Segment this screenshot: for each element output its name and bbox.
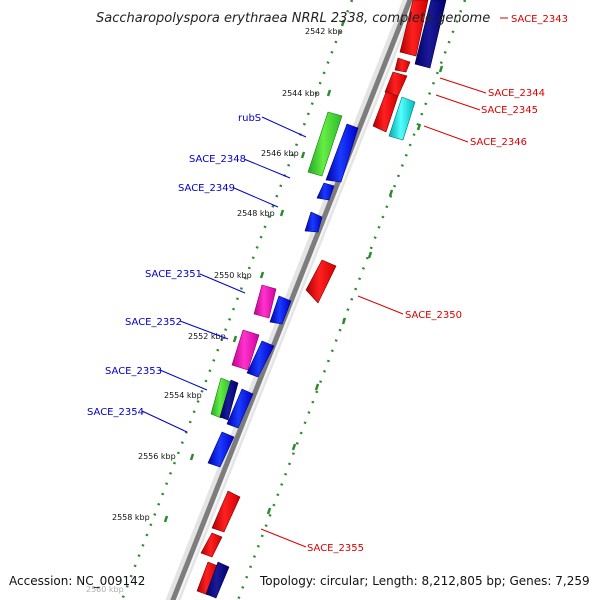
gene-label-sace-2343[interactable]: SACE_2343 (511, 14, 568, 25)
accession-text: Accession: NC_009142 (9, 574, 146, 588)
map-title: Saccharopolyspora erythraea NRRL 2338, c… (96, 11, 490, 26)
gene-label-sace-2355[interactable]: SACE_2355 (307, 543, 364, 554)
kbp-label: 2548 kbp (237, 209, 275, 218)
kbp-label: 2542 kbp (305, 27, 343, 36)
gene-arrow-sace-2353[interactable] (210, 377, 232, 419)
gene-arrow-sace-2352[interactable] (231, 329, 260, 371)
gene-arrow-sace-2346[interactable] (372, 91, 399, 133)
forward-gene-labels: rubS SACE_2348 SACE_2349 SACE_2351 SACE_… (87, 113, 261, 418)
gene-arrow-sace-2351b[interactable] (269, 295, 292, 325)
gene-arrow-rubS[interactable] (307, 111, 343, 177)
gene-label-rubS[interactable]: rubS (238, 113, 261, 124)
gene-label-sace-2345[interactable]: SACE_2345 (481, 105, 538, 116)
kbp-label: 2560 kbp (86, 585, 124, 594)
kbp-label: 2558 kbp (112, 513, 150, 522)
gene-arrow-sace-2357[interactable] (205, 561, 230, 599)
backbone (170, 0, 413, 600)
backbone-highlight (175, 0, 416, 600)
gene-arrow-sace-2344[interactable] (394, 57, 411, 73)
kbp-label: 2546 kbp (261, 149, 299, 158)
gene-arrow-sace-2354[interactable] (207, 431, 235, 468)
gene-arrow-sace-2343[interactable] (399, 0, 429, 57)
gene-arrow-sace-2346b[interactable] (388, 96, 416, 141)
gene-arrow-sace-2350[interactable] (305, 259, 337, 304)
gene-arrow-sace-2349[interactable] (304, 211, 323, 233)
kbp-label: 2554 kbp (164, 391, 202, 400)
gene-label-sace-2353[interactable]: SACE_2353 (105, 366, 162, 377)
gene-label-sace-2351[interactable]: SACE_2351 (145, 269, 202, 280)
gene-arrow-sace-2352b[interactable] (246, 340, 275, 378)
gene-label-sace-2348[interactable]: SACE_2348 (189, 154, 246, 165)
kbp-label: 2552 kbp (188, 332, 226, 341)
kbp-label: 2544 kbp (282, 89, 320, 98)
gene-arrow-sace-2345[interactable] (384, 71, 408, 97)
gene-arrow-sace-2343b[interactable] (414, 0, 447, 69)
kbp-label: 2556 kbp (138, 452, 176, 461)
reverse-gene-labels: SACE_2343 SACE_2344 SACE_2345 SACE_2346 … (307, 14, 568, 554)
kbp-label: 2550 kbp (214, 271, 252, 280)
gene-label-sace-2349[interactable]: SACE_2349 (178, 183, 235, 194)
reverse-genes (200, 0, 447, 558)
gene-arrow-sace-2353c[interactable] (226, 388, 254, 429)
gene-label-sace-2352[interactable]: SACE_2352 (125, 317, 182, 328)
gene-arrow-sace-2355[interactable] (211, 490, 241, 533)
gene-label-sace-2346[interactable]: SACE_2346 (470, 137, 527, 148)
gene-label-sace-2344[interactable]: SACE_2344 (488, 88, 545, 99)
topology-text: Topology: circular; Length: 8,212,805 bp… (260, 574, 590, 588)
gene-arrow-sace-2351[interactable] (253, 284, 277, 319)
forward-genes (196, 111, 359, 599)
reverse-leader-lines (260, 17, 508, 548)
kbp-labels: 2542 kbp 2544 kbp 2546 kbp 2548 kbp 2550… (86, 27, 343, 594)
gene-label-sace-2350[interactable]: SACE_2350 (405, 310, 462, 321)
inner-tick-track (236, 0, 467, 600)
gene-arrow-sace-2353b[interactable] (219, 379, 239, 421)
forward-leader-lines (141, 116, 307, 433)
gene-arrow-sace-2348[interactable] (316, 182, 335, 201)
gene-label-sace-2354[interactable]: SACE_2354 (87, 407, 144, 418)
gene-arrow-sace-2355b[interactable] (200, 532, 223, 558)
gene-arrow-sace-2347[interactable] (325, 123, 359, 183)
